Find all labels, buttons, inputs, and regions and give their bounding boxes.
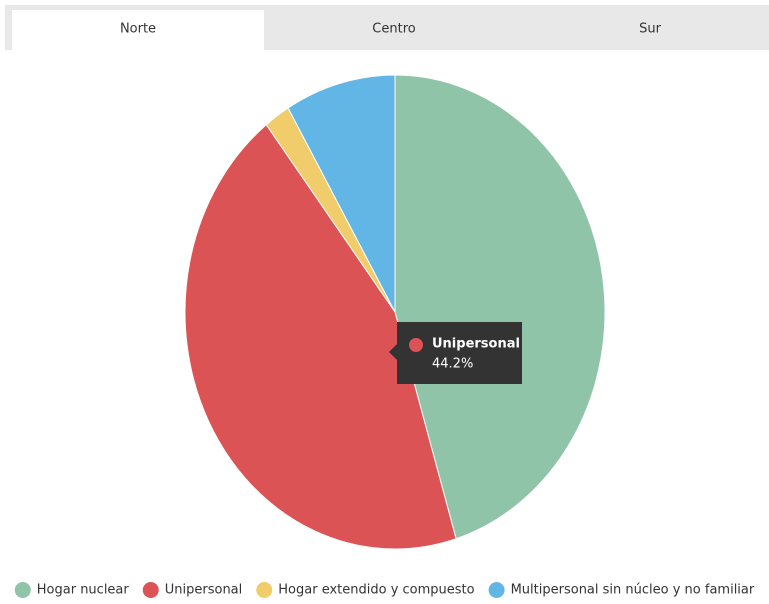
legend-label[interactable]: Unipersonal xyxy=(165,583,243,598)
pie-slice[interactable] xyxy=(184,123,457,550)
legend-label[interactable]: Hogar extendido y compuesto xyxy=(278,583,474,598)
tab-active[interactable] xyxy=(12,10,264,50)
legend-swatch[interactable] xyxy=(142,582,159,598)
legend-label[interactable]: Multipersonal sin núcleo y no familiar xyxy=(511,583,755,598)
tab[interactable]: Centro xyxy=(372,22,415,37)
tab[interactable]: Sur xyxy=(639,22,661,37)
pie-slice[interactable] xyxy=(287,74,396,313)
legend-swatch[interactable] xyxy=(14,582,31,598)
legend-swatch[interactable] xyxy=(488,582,505,598)
tab[interactable]: Norte xyxy=(120,22,156,37)
tooltip-swatch xyxy=(409,338,423,352)
legend-swatch[interactable] xyxy=(256,582,273,598)
tooltip-value: 44.2% xyxy=(432,357,473,372)
pie-slice[interactable] xyxy=(394,74,606,540)
tooltip-title: Unipersonal xyxy=(432,337,520,352)
tooltip-box xyxy=(389,322,522,384)
legend-label[interactable]: Hogar nuclear xyxy=(37,583,130,598)
